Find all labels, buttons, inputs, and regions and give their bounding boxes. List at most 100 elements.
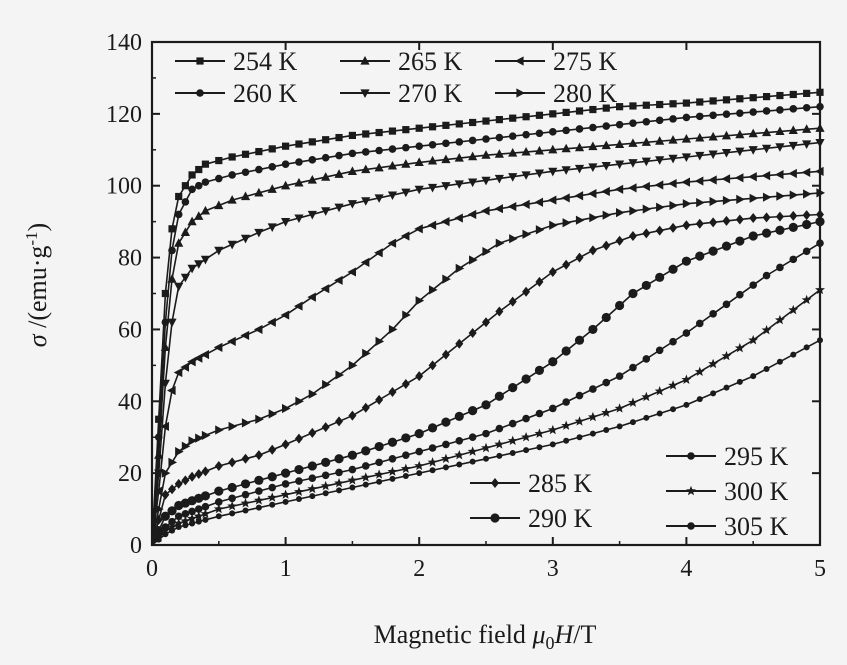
data-point-260-k (762, 107, 771, 115)
series-275-k (151, 166, 824, 546)
data-point-280-k (268, 409, 278, 419)
data-point-300-k (414, 460, 425, 471)
data-point-290-k (494, 391, 504, 401)
data-point-280-k (589, 213, 598, 223)
data-point-300-k (167, 521, 177, 532)
data-point-270-k (481, 176, 491, 186)
data-point-285-k (321, 422, 330, 433)
data-point-305-k (402, 473, 409, 480)
data-point-285-k (335, 416, 344, 427)
legend-label-300-k: 300 K (724, 477, 789, 506)
data-point-305-k (195, 518, 202, 525)
data-point-254-k (482, 117, 490, 125)
data-point-260-k (789, 105, 798, 113)
data-point-254-k (282, 142, 290, 150)
data-point-254-k (402, 126, 410, 134)
data-point-260-k (174, 210, 183, 219)
data-point-300-k (668, 380, 678, 390)
data-point-295-k (736, 290, 744, 299)
data-point-260-k (589, 123, 597, 132)
data-point-300-k (534, 428, 545, 438)
data-point-295-k (348, 465, 357, 474)
data-point-275-k (815, 166, 824, 176)
data-point-280-k (188, 436, 198, 446)
data-point-265-k (154, 450, 164, 459)
data-point-270-k (534, 169, 545, 179)
data-point-260-k (308, 156, 317, 164)
data-point-280-k (322, 379, 331, 390)
data-point-300-k (681, 374, 692, 384)
data-point-265-k (167, 274, 177, 283)
data-point-285-k (441, 349, 450, 360)
data-point-280-k (816, 188, 825, 198)
data-point-270-k (815, 139, 825, 148)
data-point-270-k (761, 144, 772, 154)
data-point-305-k (175, 524, 182, 531)
data-point-280-k (509, 234, 518, 244)
data-point-285-k (816, 209, 824, 220)
data-point-270-k (374, 194, 384, 203)
data-point-280-k (522, 229, 532, 239)
data-point-280-k (195, 433, 204, 443)
series-layer (151, 88, 825, 546)
data-point-290-k (721, 241, 732, 251)
data-point-260-k (442, 139, 450, 148)
data-point-260-k (669, 115, 677, 123)
data-point-265-k (748, 128, 758, 138)
data-point-275-k (280, 310, 290, 320)
legend-label-290-k: 290 K (528, 504, 593, 533)
data-point-270-k (628, 159, 638, 168)
data-point-254-k (201, 160, 210, 168)
data-point-305-k (376, 478, 383, 485)
data-point-280-k (161, 468, 171, 478)
data-point-265-k (761, 127, 772, 137)
data-point-260-k (749, 108, 757, 116)
data-point-305-k (169, 527, 176, 534)
data-point-254-k (602, 104, 610, 112)
data-point-285-k (428, 360, 437, 371)
data-point-254-k (616, 103, 624, 111)
data-point-260-k (215, 174, 223, 183)
data-point-295-k (402, 451, 410, 459)
data-point-260-k (295, 158, 303, 166)
data-point-285-k (181, 475, 190, 486)
data-point-280-k (442, 274, 451, 284)
data-point-260-k (602, 122, 611, 130)
data-point-254-k (495, 116, 503, 124)
legend: 254 K 265 K 275 K 260 K 270 K 280 K 285 K 290 K… (175, 47, 789, 541)
data-point-270-k (334, 203, 344, 213)
data-point-305-k (349, 484, 356, 491)
data-point-265-k (281, 180, 291, 190)
data-point-260-k (402, 143, 410, 152)
data-point-295-k (181, 510, 190, 518)
data-point-260-k (228, 171, 236, 179)
data-point-305-k (416, 470, 423, 477)
series-305-k (151, 337, 823, 546)
data-point-295-k (642, 355, 651, 363)
data-point-295-k (442, 440, 450, 449)
data-point-265-k (180, 227, 190, 237)
data-point-265-k (468, 151, 478, 161)
data-point-254-k (161, 289, 169, 298)
data-point-295-k (482, 429, 490, 438)
data-point-285-k (789, 210, 798, 221)
data-point-295-k (776, 263, 784, 272)
data-point-275-k (547, 195, 557, 205)
data-point-295-k (802, 247, 811, 256)
data-point-305-k (670, 406, 677, 413)
data-point-275-k (761, 171, 771, 181)
data-point-265-k (227, 195, 237, 204)
data-point-305-k (182, 522, 189, 529)
data-point-290-k (802, 219, 812, 230)
data-point-295-k (255, 487, 263, 495)
data-point-265-k (775, 126, 785, 136)
x-tick-label: 2 (413, 556, 425, 582)
series-270-k (151, 139, 825, 546)
data-point-305-k (563, 437, 570, 444)
data-point-285-k (281, 439, 290, 450)
data-point-265-k (695, 132, 705, 142)
data-point-265-k (307, 174, 317, 184)
data-point-300-k (494, 439, 505, 449)
data-point-270-k (641, 157, 651, 167)
data-point-300-k (294, 486, 304, 497)
